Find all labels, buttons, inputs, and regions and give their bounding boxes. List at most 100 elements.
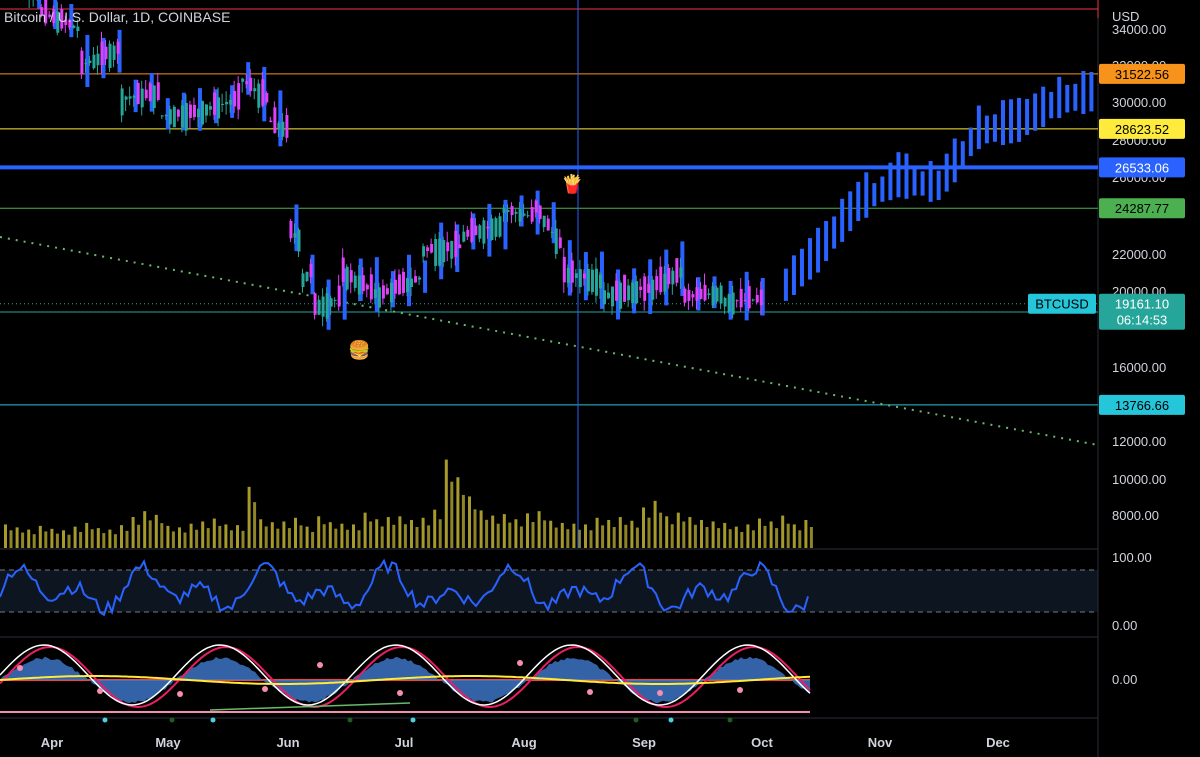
ghost-bar xyxy=(342,268,347,320)
price-tag: 24287.77 xyxy=(1099,198,1185,219)
volume-bar xyxy=(775,528,779,548)
osc-lower-label: 0.00 xyxy=(1112,618,1137,633)
volume-bar xyxy=(398,516,402,548)
volume-bar xyxy=(630,520,634,548)
candle-body xyxy=(353,275,357,288)
volume-bar xyxy=(96,528,100,548)
month-label: Aug xyxy=(511,735,536,750)
volume-bar xyxy=(508,522,512,548)
candle-body xyxy=(389,282,393,303)
candle-body xyxy=(522,213,526,216)
candle-body xyxy=(229,99,233,105)
projection-bar xyxy=(1017,97,1022,142)
candle-body xyxy=(257,83,261,108)
volume-bar xyxy=(236,525,239,548)
volume-bar xyxy=(693,524,697,548)
month-label: Sep xyxy=(632,735,656,750)
signal-dot xyxy=(169,717,175,723)
signal-dot xyxy=(727,717,733,723)
volume-bar xyxy=(125,530,129,548)
projection-bar xyxy=(936,170,941,201)
candle-body xyxy=(377,287,381,308)
wave-dot xyxy=(262,686,268,692)
candle-body xyxy=(594,268,598,296)
candle-body xyxy=(357,275,361,295)
candle-body xyxy=(273,107,277,134)
candle-body xyxy=(707,293,711,296)
candle-body xyxy=(518,208,522,222)
candle-body xyxy=(683,288,687,303)
candle-body xyxy=(337,285,341,307)
candle-body xyxy=(80,50,84,75)
volume-bar xyxy=(4,524,7,548)
candle-body xyxy=(184,102,188,131)
volume-bar xyxy=(32,534,36,548)
wave-dot xyxy=(737,687,743,693)
projection-bar xyxy=(928,161,933,202)
candle-body xyxy=(442,240,446,263)
candle-body xyxy=(454,230,458,258)
month-label: Apr xyxy=(41,735,63,750)
volume-bar xyxy=(90,529,94,548)
volume-bar xyxy=(554,527,558,548)
candle-body xyxy=(381,285,385,299)
candle-body xyxy=(639,286,643,291)
price-axis[interactable]: USD34000.0032000.0030000.0028000.0026000… xyxy=(1112,9,1166,687)
volume-bar xyxy=(224,524,228,548)
volume-bar xyxy=(305,526,309,548)
volume-bar xyxy=(653,500,657,548)
projection-bar xyxy=(808,238,813,280)
candle-body xyxy=(136,82,140,105)
candle-body xyxy=(478,225,482,239)
volume-bar xyxy=(612,527,616,548)
candle-body xyxy=(104,46,108,60)
month-label: Jul xyxy=(395,735,414,750)
volume-bar xyxy=(647,517,651,548)
price-tag: 13766.66 xyxy=(1099,394,1185,415)
projection-bar xyxy=(799,248,804,287)
candle-body xyxy=(743,300,747,302)
volume-bar xyxy=(566,529,570,548)
candle-body xyxy=(510,206,514,216)
candle-body xyxy=(140,88,144,108)
candle-body xyxy=(325,293,329,319)
volume-bar xyxy=(415,527,419,548)
candle-body xyxy=(144,89,148,99)
candle-body xyxy=(172,106,176,128)
volume-bar xyxy=(549,520,553,548)
ghost-bar xyxy=(246,62,251,95)
currency-label: USD xyxy=(1112,9,1139,24)
candle-body xyxy=(112,45,116,60)
projection-bar xyxy=(1081,71,1086,114)
candle-body xyxy=(679,267,683,278)
projection-candles xyxy=(783,71,1094,301)
volume-bar xyxy=(38,525,42,548)
candle-body xyxy=(297,229,301,252)
candle-body xyxy=(578,269,582,288)
candle-body xyxy=(687,289,691,301)
volume-bar xyxy=(113,534,117,548)
candle-body xyxy=(317,299,321,315)
volume-bar xyxy=(212,518,216,548)
volume-bar xyxy=(317,516,321,548)
candle-body xyxy=(188,104,192,118)
candle-body xyxy=(570,260,574,283)
volume-bar xyxy=(624,524,628,548)
candle-body xyxy=(84,63,88,65)
projection-bar xyxy=(1065,84,1070,113)
volume-bar xyxy=(143,511,147,548)
volume-bar xyxy=(79,531,83,548)
projection-bar xyxy=(1057,76,1062,119)
volume-bar xyxy=(746,524,750,548)
volume-bar xyxy=(809,527,813,548)
projection-bar xyxy=(912,166,917,196)
wave-line-fast xyxy=(0,644,811,706)
time-axis[interactable]: Apr May Jun Jul Aug Sep Oct Nov Dec xyxy=(41,735,1010,750)
volume-bar xyxy=(728,529,732,548)
candle-body xyxy=(430,243,434,253)
projection-bar xyxy=(992,114,997,142)
candle-body xyxy=(751,299,755,301)
month-label: Jun xyxy=(276,735,299,750)
wave-area xyxy=(0,656,810,704)
